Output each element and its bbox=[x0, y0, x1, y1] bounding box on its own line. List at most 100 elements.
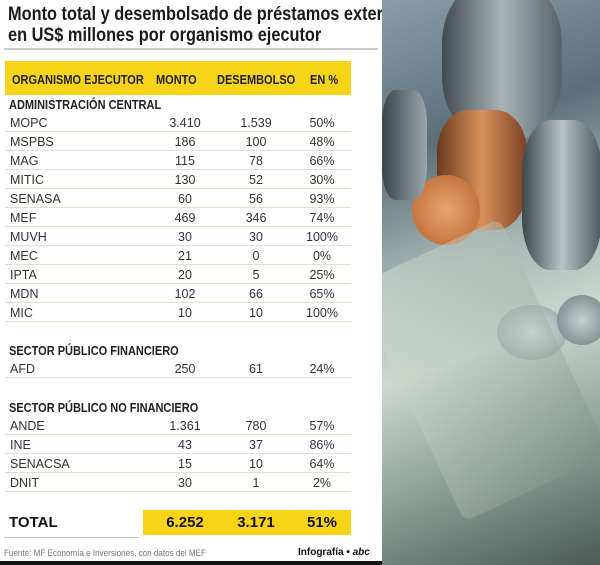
total-pct: 51% bbox=[306, 514, 338, 531]
cell-pct: 100% bbox=[306, 306, 338, 320]
cell-pct: 50% bbox=[309, 116, 335, 130]
table-row: MDN 102 66 65% bbox=[5, 284, 351, 303]
cell-desembolso: 346 bbox=[245, 211, 267, 225]
section-label: SECTOR PÚBLICO NO FINANCIERO bbox=[9, 401, 199, 415]
total-highlight bbox=[143, 510, 351, 535]
table-row: INE 43 37 86% bbox=[5, 435, 351, 454]
table-row: SENACSA 15 10 64% bbox=[5, 454, 351, 473]
cell-desembolso: 78 bbox=[249, 154, 263, 168]
cell-monto: 60 bbox=[178, 192, 192, 206]
cell-monto: 186 bbox=[174, 135, 196, 149]
table-header bbox=[5, 61, 351, 95]
cell-name: SENASA bbox=[10, 192, 61, 206]
table-row: MSPBS 186 100 48% bbox=[5, 132, 351, 151]
table-row: MUVH 30 30 100% bbox=[5, 227, 351, 246]
cell-desembolso: 52 bbox=[249, 173, 263, 187]
cell-pct: 24% bbox=[309, 362, 335, 376]
cell-pct: 2% bbox=[312, 476, 332, 490]
cell-name: SENACSA bbox=[10, 457, 70, 471]
total-label: TOTAL bbox=[9, 514, 58, 531]
cell-monto: 130 bbox=[174, 173, 196, 187]
cell-monto: 1.361 bbox=[169, 419, 201, 433]
table-row: MOPC 3.410 1.539 50% bbox=[5, 113, 351, 132]
abc-logo: abc bbox=[352, 547, 370, 558]
cell-pct: 25% bbox=[309, 268, 335, 282]
cell-name: MAG bbox=[10, 154, 39, 168]
cell-pct: 0% bbox=[312, 249, 332, 263]
cell-desembolso: 1.539 bbox=[240, 116, 272, 130]
cell-name: IPTA bbox=[10, 268, 37, 282]
cell-name: DNIT bbox=[10, 476, 40, 490]
cell-desembolso: 37 bbox=[249, 438, 263, 452]
cell-desembolso: 66 bbox=[249, 287, 263, 301]
cell-monto: 15 bbox=[178, 457, 192, 471]
cell-monto: 3.410 bbox=[169, 116, 201, 130]
cell-monto: 10 bbox=[178, 306, 192, 320]
cell-name: MDN bbox=[10, 287, 39, 301]
cell-name: MOPC bbox=[10, 116, 48, 130]
cell-monto: 250 bbox=[174, 362, 196, 376]
cell-name: MIC bbox=[10, 306, 33, 320]
cell-name: MUVH bbox=[10, 230, 47, 244]
header-pct: EN % bbox=[310, 73, 339, 87]
divider bbox=[4, 48, 378, 50]
divider bbox=[4, 537, 139, 538]
cell-name: MSPBS bbox=[10, 135, 54, 149]
table-row: MITIC 130 52 30% bbox=[5, 170, 351, 189]
credit-text: Infografía • bbox=[298, 547, 350, 558]
cell-pct: 74% bbox=[309, 211, 335, 225]
cell-desembolso: 30 bbox=[249, 230, 263, 244]
cell-pct: 57% bbox=[309, 419, 335, 433]
table-row: AFD 250 61 24% bbox=[5, 359, 351, 378]
cell-desembolso: 780 bbox=[245, 419, 267, 433]
cell-name: ANDE bbox=[10, 419, 45, 433]
cell-pct: 93% bbox=[309, 192, 335, 206]
header-monto: MONTO bbox=[156, 73, 197, 87]
cell-monto: 43 bbox=[178, 438, 192, 452]
table-row: MEF 469 346 74% bbox=[5, 208, 351, 227]
cell-name: MITIC bbox=[10, 173, 45, 187]
table-row: SENASA 60 56 93% bbox=[5, 189, 351, 208]
table-row: MIC 10 10 100% bbox=[5, 303, 351, 322]
table-row: MEC 21 0 0% bbox=[5, 246, 351, 265]
cell-desembolso: 0 bbox=[252, 249, 260, 263]
table-row: MAG 115 78 66% bbox=[5, 151, 351, 170]
cell-pct: 48% bbox=[309, 135, 335, 149]
cell-pct: 66% bbox=[309, 154, 335, 168]
title-line-1: Monto total y desembolsado de préstamos … bbox=[8, 4, 417, 25]
cell-pct: 100% bbox=[306, 230, 338, 244]
section-label: SECTOR PÚBLICO FINANCIERO bbox=[9, 344, 179, 358]
cell-monto: 30 bbox=[178, 476, 192, 490]
cell-desembolso: 10 bbox=[249, 306, 263, 320]
coins-money-photo bbox=[382, 0, 600, 565]
source-note: Fuente: MF Economía e Inversiones, con d… bbox=[4, 548, 206, 559]
cell-desembolso: 1 bbox=[252, 476, 260, 490]
cell-desembolso: 100 bbox=[245, 135, 267, 149]
section-label: ADMINISTRACIÓN CENTRAL bbox=[9, 98, 162, 112]
bottom-bar bbox=[0, 561, 382, 565]
header-organismo: ORGANISMO EJECUTOR bbox=[12, 73, 144, 87]
table-row: DNIT 30 1 2% bbox=[5, 473, 351, 492]
cell-desembolso: 10 bbox=[249, 457, 263, 471]
cell-monto: 20 bbox=[178, 268, 192, 282]
cell-desembolso: 56 bbox=[249, 192, 263, 206]
cell-monto: 30 bbox=[178, 230, 192, 244]
table-row: ANDE 1.361 780 57% bbox=[5, 416, 351, 435]
cell-name: MEC bbox=[10, 249, 38, 263]
cell-monto: 102 bbox=[174, 287, 196, 301]
cell-pct: 64% bbox=[309, 457, 335, 471]
cell-pct: 86% bbox=[309, 438, 335, 452]
infographic-panel: Monto total y desembolsado de préstamos … bbox=[4, 4, 417, 559]
table-row: IPTA 20 5 25% bbox=[5, 265, 351, 284]
cell-pct: 65% bbox=[309, 287, 335, 301]
cell-monto: 115 bbox=[175, 154, 195, 168]
cell-pct: 30% bbox=[309, 173, 335, 187]
cell-monto: 21 bbox=[178, 249, 192, 263]
header-desembolso: DESEMBOLSO bbox=[217, 73, 296, 87]
credit: Infografía • abc bbox=[298, 547, 370, 558]
title-line-2: en US$ millones por organismo ejecutor bbox=[8, 25, 322, 46]
cell-name: AFD bbox=[10, 362, 35, 376]
total-monto: 6.252 bbox=[166, 514, 204, 531]
total-desembolso: 3.171 bbox=[237, 514, 275, 531]
cell-monto: 469 bbox=[174, 211, 196, 225]
